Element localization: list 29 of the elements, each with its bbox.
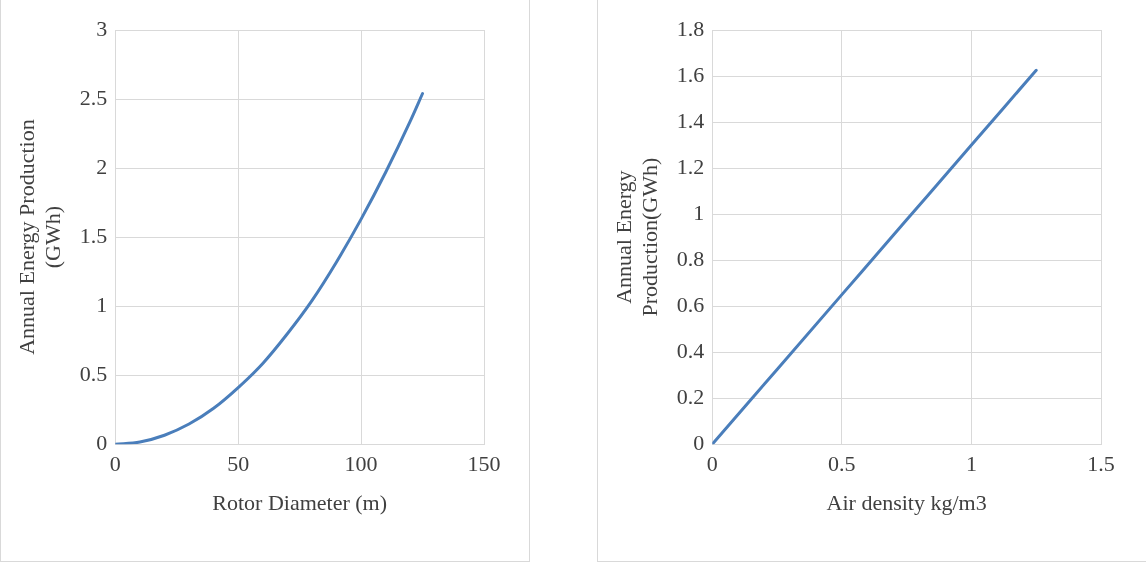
y-tick-label: 1.2 [676,153,705,179]
y-tick-label: 1 [693,199,705,225]
line-series [712,68,1038,445]
y-tick-label: 1.6 [676,61,705,87]
x-tick-label: 0.5 [828,451,856,477]
x-axis-title: Air density kg/m3 [826,489,987,515]
x-tick-label: 100 [344,451,378,477]
y-axis-title: Annual Energy Production(GWh) [610,157,663,317]
y-tick-label: 0.6 [676,291,705,317]
y-tick-label: 3 [96,15,108,41]
y-tick-label: 2 [96,153,108,179]
y-tick-label: 1.8 [676,15,705,41]
y-tick-label: 0.2 [676,383,705,409]
x-axis-title: Rotor Diameter (m) [212,489,388,515]
y-tick-label: 0.4 [676,337,705,363]
y-tick-label: 1.4 [676,107,705,133]
x-tick-label: 150 [467,451,501,477]
y-tick-label: 0 [693,429,705,455]
y-tick-label: 1.5 [79,222,108,248]
y-axis-title: Annual Energy Production (GWh) [13,119,66,355]
line-series [115,92,425,445]
y-tick-label: 0.8 [676,245,705,271]
y-tick-label: 2.5 [79,84,108,110]
x-tick-label: 1.5 [1087,451,1115,477]
x-tick-label: 50 [227,451,250,477]
x-tick-label: 1 [965,451,977,477]
y-tick-label: 0 [96,429,108,455]
y-tick-label: 1 [96,291,108,317]
y-tick-label: 0.5 [79,360,108,386]
